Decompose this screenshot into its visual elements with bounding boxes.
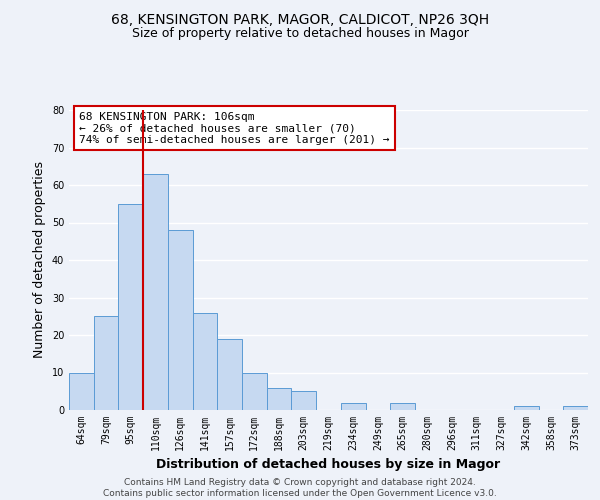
Bar <box>193 312 217 410</box>
Bar <box>267 388 292 410</box>
Bar <box>341 402 365 410</box>
Bar <box>242 372 267 410</box>
Bar <box>143 174 168 410</box>
Bar <box>168 230 193 410</box>
Bar <box>390 402 415 410</box>
Bar <box>118 204 143 410</box>
Bar <box>217 339 242 410</box>
Text: Contains HM Land Registry data © Crown copyright and database right 2024.
Contai: Contains HM Land Registry data © Crown c… <box>103 478 497 498</box>
Text: 68, KENSINGTON PARK, MAGOR, CALDICOT, NP26 3QH: 68, KENSINGTON PARK, MAGOR, CALDICOT, NP… <box>111 12 489 26</box>
Bar <box>69 372 94 410</box>
Bar <box>292 391 316 410</box>
Bar <box>94 316 118 410</box>
Text: 68 KENSINGTON PARK: 106sqm
← 26% of detached houses are smaller (70)
74% of semi: 68 KENSINGTON PARK: 106sqm ← 26% of deta… <box>79 112 390 144</box>
Text: Size of property relative to detached houses in Magor: Size of property relative to detached ho… <box>131 28 469 40</box>
Bar <box>514 406 539 410</box>
X-axis label: Distribution of detached houses by size in Magor: Distribution of detached houses by size … <box>157 458 500 471</box>
Bar <box>563 406 588 410</box>
Y-axis label: Number of detached properties: Number of detached properties <box>33 162 46 358</box>
